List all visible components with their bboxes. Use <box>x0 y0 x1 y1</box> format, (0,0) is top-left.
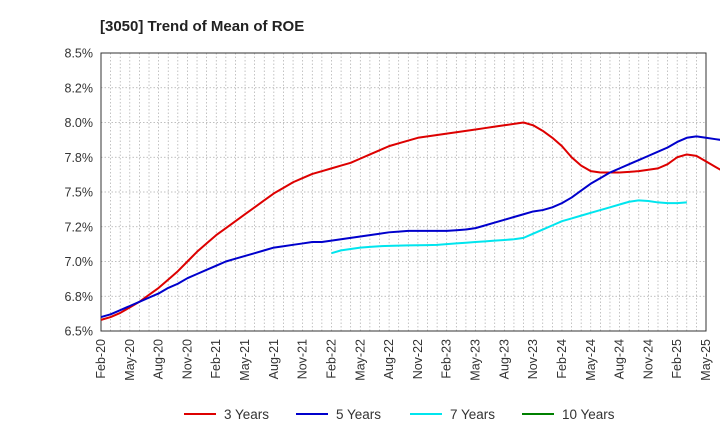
x-tick-label: Feb-20 <box>94 339 108 379</box>
x-tick-label: Nov-23 <box>526 339 540 379</box>
legend-label-5-years: 5 Years <box>336 407 381 422</box>
x-tick-label: Nov-24 <box>641 339 655 379</box>
x-tick-label: Feb-24 <box>555 339 569 379</box>
y-tick-label: 6.8% <box>65 290 94 304</box>
y-tick-label: 7.5% <box>65 186 94 200</box>
y-axis-ticks: 6.5% 6.8% 7.0% 7.2% 7.5% 7.8% 8.0% 8.2% 8.5% <box>65 47 94 339</box>
x-tick-label: Nov-20 <box>180 339 194 379</box>
y-tick-label: 8.5% <box>65 47 94 61</box>
grid-lines <box>100 52 707 332</box>
legend-label-3-years: 3 Years <box>224 407 269 422</box>
x-tick-label: May-21 <box>238 339 252 381</box>
y-tick-label: 7.0% <box>65 255 94 269</box>
series-line-7-years <box>331 199 687 255</box>
x-tick-label: May-22 <box>353 339 367 381</box>
y-tick-label: 6.5% <box>65 325 94 339</box>
series-lines <box>100 121 720 321</box>
x-tick-label: Nov-22 <box>411 339 425 379</box>
x-tick-label: May-23 <box>469 339 483 381</box>
series-line-3-years <box>100 121 720 321</box>
y-tick-label: 8.0% <box>65 116 94 130</box>
x-tick-label: Aug-23 <box>497 339 511 379</box>
x-tick-label: Feb-22 <box>324 339 338 379</box>
x-tick-label: Nov-21 <box>296 339 310 379</box>
legend-label-7-years: 7 Years <box>450 407 495 422</box>
x-tick-label: May-20 <box>123 339 137 381</box>
y-tick-label: 7.8% <box>65 151 94 165</box>
x-tick-label: Feb-25 <box>670 339 684 379</box>
series-line-5-years <box>100 135 720 319</box>
x-tick-label: Aug-24 <box>613 339 627 379</box>
x-tick-label: Aug-22 <box>382 339 396 379</box>
legend-label-10-years: 10 Years <box>562 407 615 422</box>
x-axis-ticks: Feb-20 May-20 Aug-20 Nov-20 Feb-21 May-21 Aug-… <box>94 339 713 381</box>
chart-title: [3050] Trend of Mean of ROE <box>100 18 304 35</box>
x-tick-label: Feb-23 <box>440 339 454 379</box>
x-tick-label: May-25 <box>699 339 713 381</box>
plot-area <box>100 52 707 332</box>
x-tick-label: Aug-20 <box>152 339 166 379</box>
x-tick-label: Aug-21 <box>267 339 281 379</box>
x-tick-label: May-24 <box>584 339 598 381</box>
x-tick-label: Feb-21 <box>209 339 223 379</box>
y-tick-label: 8.2% <box>65 81 94 95</box>
legend: 3 Years 5 Years 7 Years 10 Years <box>184 407 615 422</box>
y-tick-label: 7.2% <box>65 220 94 234</box>
